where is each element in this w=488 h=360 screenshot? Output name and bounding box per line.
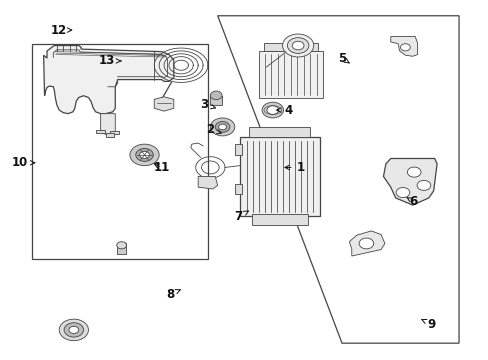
Bar (234, 184, 242, 194)
Text: 6: 6 (406, 195, 417, 208)
Circle shape (140, 151, 149, 158)
Bar (96, 130, 104, 134)
Circle shape (416, 180, 430, 190)
Bar (110, 131, 119, 134)
Text: 11: 11 (153, 161, 169, 174)
Text: 8: 8 (166, 288, 180, 301)
Polygon shape (249, 127, 310, 137)
Text: 13: 13 (99, 54, 121, 67)
Circle shape (218, 124, 226, 130)
Bar (264, 43, 317, 51)
Circle shape (358, 238, 373, 249)
Circle shape (210, 118, 234, 136)
Circle shape (287, 38, 308, 53)
Bar (234, 144, 242, 155)
Circle shape (282, 34, 313, 57)
Polygon shape (348, 231, 384, 256)
Polygon shape (390, 37, 417, 56)
Bar (105, 134, 114, 137)
Text: 1: 1 (285, 161, 304, 174)
Circle shape (117, 242, 126, 249)
Circle shape (292, 41, 304, 50)
Circle shape (266, 106, 278, 114)
Circle shape (69, 326, 79, 333)
Text: 12: 12 (51, 24, 72, 37)
Circle shape (262, 102, 283, 118)
Circle shape (130, 144, 159, 166)
Text: 4: 4 (276, 104, 292, 117)
Polygon shape (383, 158, 436, 205)
Bar (32, 44, 207, 259)
Circle shape (210, 91, 222, 100)
Polygon shape (43, 45, 173, 114)
Circle shape (64, 323, 83, 337)
Polygon shape (101, 114, 115, 135)
Bar (117, 243, 126, 253)
Text: 7: 7 (234, 210, 248, 223)
Text: 10: 10 (12, 156, 35, 169)
Polygon shape (198, 176, 217, 189)
Polygon shape (259, 51, 322, 98)
Circle shape (395, 188, 409, 198)
Text: 9: 9 (421, 318, 435, 331)
Circle shape (215, 122, 229, 132)
Bar (210, 96, 222, 105)
Bar (251, 214, 307, 225)
Text: 3: 3 (200, 98, 215, 111)
Circle shape (400, 44, 409, 51)
Circle shape (59, 319, 88, 341)
Polygon shape (239, 137, 320, 216)
Text: 2: 2 (206, 123, 221, 136)
Polygon shape (154, 97, 173, 111)
Circle shape (407, 167, 420, 177)
Circle shape (136, 148, 153, 161)
Text: 5: 5 (337, 51, 348, 64)
